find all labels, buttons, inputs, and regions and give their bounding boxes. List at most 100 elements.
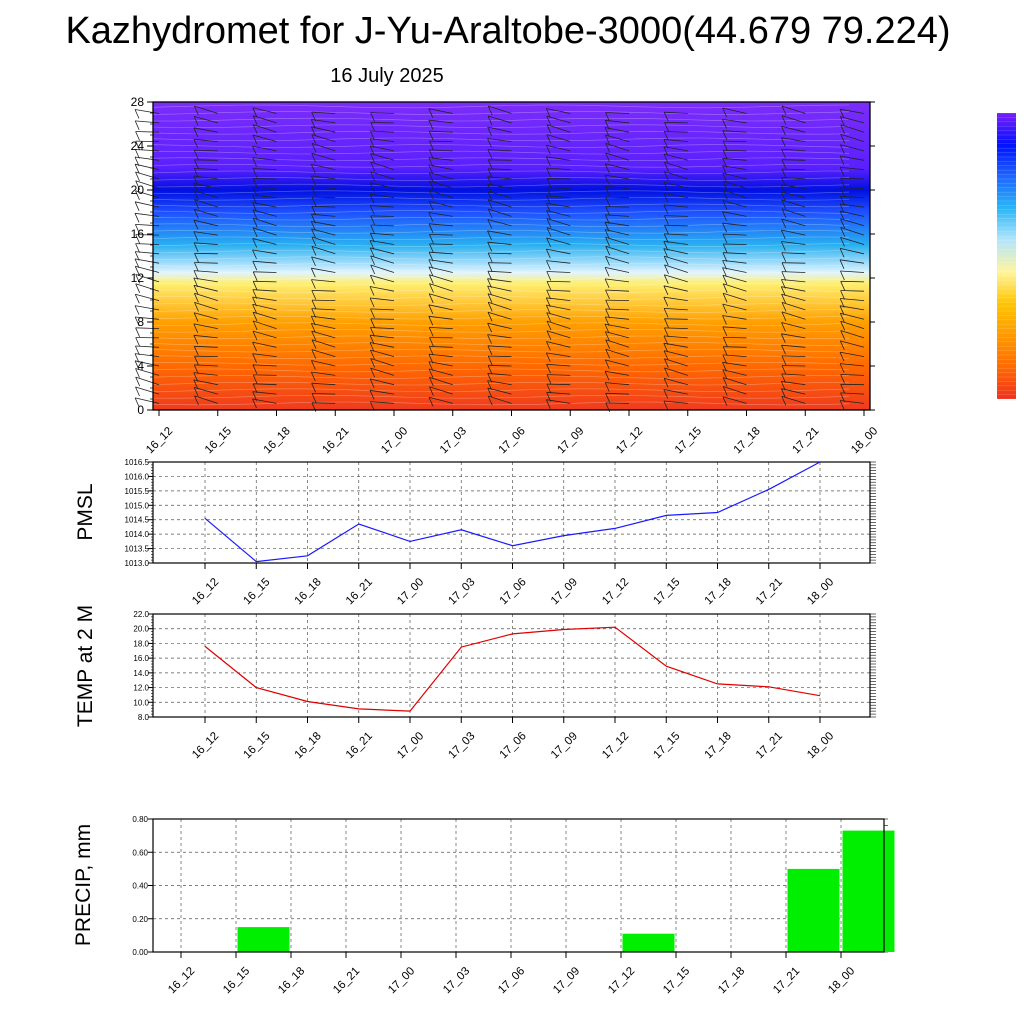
precip-bar (787, 868, 840, 952)
wind-barb (311, 164, 336, 170)
wind-barb (605, 245, 630, 255)
wind-barb-flag (311, 143, 317, 153)
wind-barb-flag (134, 201, 140, 211)
wind-barb-flag (193, 149, 199, 160)
wind-barb (134, 305, 160, 311)
y-tick-label: 14.0 (133, 669, 149, 678)
wind-barb (311, 402, 336, 404)
wind-barb-flag (252, 342, 257, 352)
wind-barb-flag (428, 157, 434, 167)
x-tick-label: 17_00 (395, 730, 426, 761)
wind-barb-flag (663, 153, 669, 164)
wind-barb (252, 364, 277, 367)
wind-barb-flag (722, 396, 728, 406)
wind-barb (252, 145, 277, 152)
wind-barb (723, 243, 747, 245)
contour-line (152, 111, 850, 115)
x-tick-label: 17_21 (754, 730, 785, 761)
wind-barb-flag (663, 233, 669, 243)
wind-barb-flag (840, 384, 846, 394)
wind-barb-flag (545, 304, 551, 315)
wind-barb-flag (664, 122, 669, 132)
wind-barb (722, 119, 747, 124)
y-tick-label: 22.0 (133, 610, 149, 619)
x-tick-label: 16_18 (262, 425, 293, 456)
wind-barb (722, 274, 747, 283)
wind-barb-flag (428, 274, 434, 284)
wind-barb-flag (487, 168, 493, 178)
wind-barb (722, 369, 747, 376)
wind-barb-flag (134, 305, 140, 315)
wind-barb (429, 274, 453, 283)
wind-barb-flag (134, 156, 140, 167)
wind-barb (546, 341, 571, 348)
wind-barb (781, 333, 806, 339)
wind-barb-flag (605, 349, 611, 359)
x-tick-label: 17_03 (446, 576, 477, 607)
wind-barb-flag (135, 140, 141, 151)
wind-barb (839, 108, 865, 114)
wind-barb-flag (781, 126, 786, 136)
wind-barb (487, 230, 512, 236)
wind-barb (193, 231, 218, 236)
wind-barb (487, 138, 512, 142)
wind-barb (487, 126, 512, 133)
wind-barb (369, 193, 395, 199)
wind-barb-flag (605, 289, 610, 300)
wind-barb (664, 161, 688, 170)
wind-barb (546, 374, 571, 376)
wind-barb (488, 252, 512, 255)
wind-barb-flag (428, 223, 434, 233)
wind-barb (252, 134, 277, 142)
wind-barb-flag (252, 364, 258, 374)
wind-barb-flag (546, 374, 552, 384)
x-tick-label: 17_09 (549, 576, 580, 607)
y-tick-label: 12 (131, 271, 145, 285)
wind-barb (428, 223, 453, 227)
wind-barb-flag (311, 214, 316, 224)
y-tick-label: 1014.0 (125, 530, 150, 539)
wind-barb-flag (663, 297, 669, 307)
wind-barb (604, 370, 630, 376)
y-tick-label: 1016.0 (125, 472, 150, 481)
wind-barb-flag (194, 395, 199, 406)
wind-barb (663, 389, 688, 395)
wind-barb (370, 358, 395, 367)
wind-barb (252, 168, 277, 170)
wind-barb-flag (546, 341, 551, 351)
wind-barb (194, 190, 218, 199)
contour-line (152, 368, 850, 373)
wind-barb-flag (664, 358, 669, 368)
wind-barb-flag (252, 353, 257, 363)
wind-barb-flag (428, 252, 434, 262)
contour-line (152, 216, 850, 221)
x-tick-label: 17_21 (790, 425, 821, 456)
wind-barb-flag (252, 261, 258, 271)
wind-barb (781, 208, 806, 217)
wind-barb-flag (840, 218, 845, 228)
wind-barb-flag (134, 353, 140, 363)
wind-barb-flag (487, 380, 492, 390)
x-tick-label: 17_09 (549, 730, 580, 761)
wind-barb (722, 303, 747, 311)
wind-barb-flag (722, 223, 727, 233)
wind-barb (781, 229, 806, 236)
wind-barb-flag (487, 355, 493, 366)
wind-barb (546, 115, 571, 124)
wind-barb (840, 167, 865, 170)
wind-barb-flag (546, 312, 552, 322)
wind-barb-flag (370, 349, 375, 360)
wind-barb (546, 312, 571, 320)
y-tick-label: 4 (137, 359, 144, 373)
wind-barb-flag (311, 339, 317, 349)
wind-barb-flag (780, 381, 786, 391)
wind-barb (135, 360, 160, 367)
wind-barb-flag (369, 247, 375, 258)
wind-barb-flag (722, 275, 728, 285)
wind-barb-flag (428, 361, 434, 371)
wind-barb (663, 193, 688, 199)
wind-barb-flag (722, 386, 728, 396)
wind-barb-flag (722, 190, 728, 200)
wind-barb-flag (252, 312, 258, 322)
